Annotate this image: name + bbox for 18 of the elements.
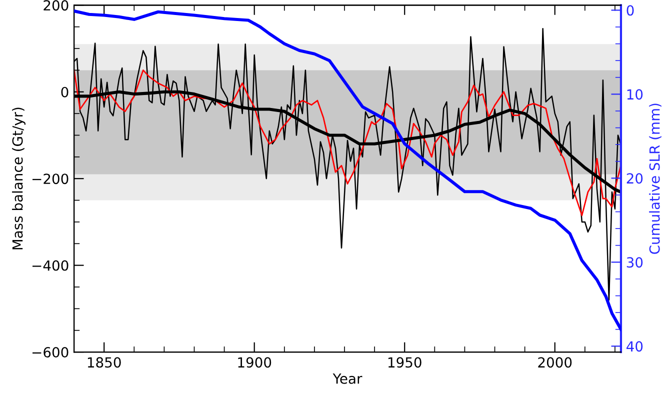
x-axis-title: Year — [332, 374, 362, 384]
y2-tick-label: 20 — [626, 173, 643, 184]
y2-tick-label: 40 — [626, 341, 643, 352]
y-tick-label: −200 — [32, 174, 68, 184]
x-tick-label: 1850 — [88, 357, 121, 368]
y-tick-label: 0 — [61, 86, 68, 98]
x-tick-label: 1950 — [388, 357, 422, 368]
y2-tick-label: 0 — [626, 5, 634, 16]
y-axis-title: Mass balance (Gt/yr) — [12, 108, 26, 250]
x-tick-label: 2000 — [538, 357, 572, 368]
y-tick-label: −600 — [32, 347, 68, 358]
y-tick-label: 200 — [44, 0, 68, 11]
y2-axis-title: Cumulative SLR (mm) — [649, 104, 662, 254]
line-series — [74, 69, 621, 216]
y2-tick-label: 30 — [626, 257, 643, 268]
y2-tick-label: 10 — [627, 89, 643, 100]
x-tick-label: 1900 — [238, 357, 272, 368]
y-tick-label: −400 — [32, 260, 68, 271]
